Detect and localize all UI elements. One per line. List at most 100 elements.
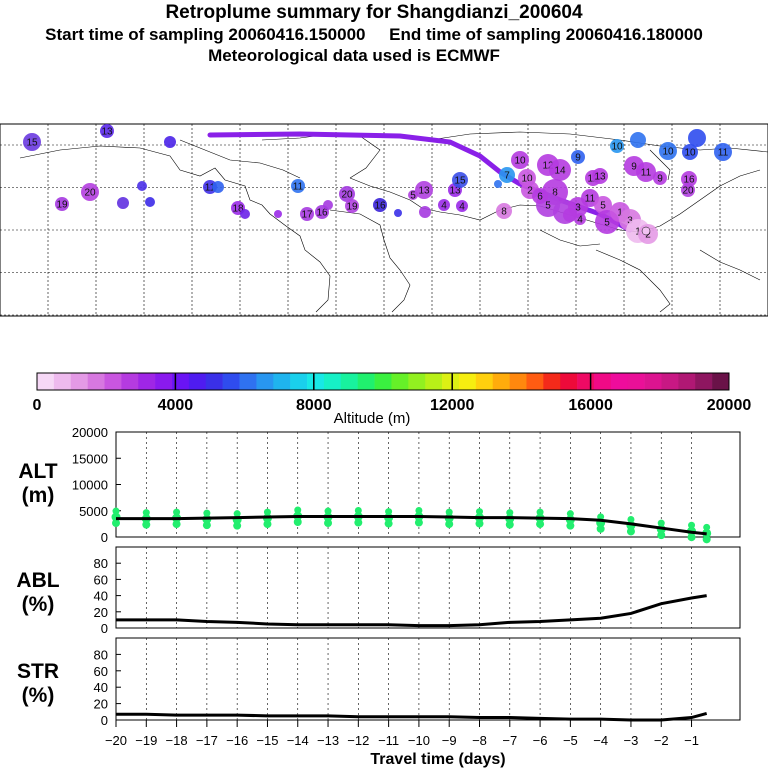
cluster-label: 20 bbox=[84, 188, 96, 199]
cluster-label: 2 bbox=[645, 230, 651, 241]
particle-cluster bbox=[630, 132, 646, 148]
colorbar-cell bbox=[442, 373, 460, 390]
particle-cluster bbox=[714, 143, 732, 161]
colorbar-cell bbox=[104, 373, 122, 390]
particle-cluster bbox=[291, 179, 305, 193]
colorbar-cell bbox=[155, 373, 173, 390]
cluster-label: 3 bbox=[627, 216, 633, 227]
panel-frame bbox=[115, 546, 741, 629]
colorbar-cell bbox=[121, 373, 139, 390]
y-axis-label: STR bbox=[17, 660, 59, 683]
particle-cluster bbox=[81, 183, 99, 201]
colorbar-cell bbox=[222, 373, 240, 390]
cluster-label: 17 bbox=[301, 210, 313, 221]
particle-altitude-point bbox=[202, 521, 211, 530]
particle-cluster bbox=[117, 197, 129, 209]
particle-cluster bbox=[549, 159, 571, 181]
mean-line-abl bbox=[116, 594, 707, 628]
colorbar-cell bbox=[70, 373, 88, 390]
travel-time-axis: −20 −19 −18 −17 −16 −15 −14 −13 −12 −11 −10 −9 −8 −7 −… bbox=[105, 720, 699, 768]
particle-altitude-point bbox=[627, 515, 635, 523]
particle-altitude-point bbox=[233, 510, 241, 518]
cluster-label: 15 bbox=[454, 176, 466, 187]
altitude-colorbar: 0 4000 8000 12000 16000 20000 Altitude (m) bbox=[33, 372, 751, 427]
colorbar-cell bbox=[290, 373, 308, 390]
particle-cluster bbox=[494, 180, 502, 188]
colorbar-cell bbox=[87, 373, 105, 390]
x-tick-label: −11 bbox=[378, 733, 399, 748]
particle-cluster bbox=[339, 186, 355, 202]
time-series-panels: 05000100001500020000ALT(m)020406080ABL(%… bbox=[16, 425, 741, 728]
cluster-label: 15 bbox=[26, 138, 38, 149]
particle-cluster bbox=[345, 199, 359, 213]
particle-altitude-point bbox=[445, 508, 453, 516]
colorbar-cell bbox=[205, 373, 223, 390]
particle-cluster bbox=[681, 183, 695, 197]
sampling-end: End time of sampling 20060416.180000 bbox=[389, 25, 703, 44]
particle-altitude-point bbox=[506, 509, 514, 517]
x-tick-label: −13 bbox=[317, 733, 339, 748]
x-tick-label: −15 bbox=[256, 733, 278, 748]
colorbar-cell bbox=[475, 373, 494, 390]
particle-altitude-point bbox=[688, 521, 696, 529]
cluster-label: 4 bbox=[459, 202, 465, 213]
y-axis-label: ABL bbox=[16, 569, 59, 592]
particle-cluster bbox=[164, 136, 176, 148]
y-tick-label: 0 bbox=[101, 621, 108, 636]
particle-cluster bbox=[659, 142, 677, 160]
particle-altitude-point bbox=[536, 508, 544, 516]
cluster-label: 12 bbox=[542, 161, 554, 172]
particle-altitude-point bbox=[475, 519, 484, 528]
x-tick-label: −4 bbox=[593, 733, 608, 748]
colorbar-cell bbox=[577, 373, 595, 390]
cluster-label: 1 bbox=[617, 208, 623, 219]
x-tick-label: −12 bbox=[347, 733, 369, 748]
panel-frame bbox=[115, 637, 741, 721]
particle-altitude-point bbox=[112, 519, 120, 528]
cluster-label: 14 bbox=[554, 166, 566, 177]
particle-cluster bbox=[323, 200, 333, 210]
colorbar-cell bbox=[391, 373, 409, 390]
cluster-label: 11 bbox=[205, 183, 216, 194]
particle-altitude-point bbox=[203, 509, 211, 517]
particle-altitude-point bbox=[354, 507, 362, 515]
y-tick-label: 60 bbox=[94, 572, 108, 587]
y-axis-label: (m) bbox=[22, 484, 55, 507]
cluster-label: 5 bbox=[410, 191, 416, 202]
particle-altitude-point bbox=[702, 535, 711, 544]
particle-cluster bbox=[571, 150, 585, 164]
cluster-label: 16 bbox=[374, 201, 386, 212]
particle-altitude-point bbox=[445, 520, 454, 529]
cluster-label: 11 bbox=[585, 194, 596, 205]
x-tick-label: −17 bbox=[196, 733, 218, 748]
particle-altitude-point bbox=[385, 508, 393, 516]
cluster-label: 13 bbox=[594, 172, 606, 183]
colorbar-cell bbox=[323, 373, 342, 390]
particle-altitude-point bbox=[294, 506, 302, 514]
colorbar-cell bbox=[695, 373, 713, 390]
colorbar-tick-label: 16000 bbox=[568, 397, 613, 414]
colorbar-ticks: 0 4000 8000 12000 16000 20000 bbox=[33, 373, 751, 414]
particle-cluster bbox=[532, 188, 548, 204]
cluster-label: 4 bbox=[441, 201, 447, 212]
particle-altitude-point bbox=[536, 520, 545, 529]
particle-altitude-point bbox=[626, 527, 635, 536]
particle-cluster bbox=[594, 196, 612, 214]
met-data-label: Meteorological data used is ECMWF bbox=[208, 46, 500, 65]
cluster-label: 11 bbox=[641, 168, 652, 179]
y-tick-label: 40 bbox=[94, 680, 108, 695]
x-tick-label: −1 bbox=[684, 733, 699, 748]
particle-cluster bbox=[394, 209, 402, 217]
particle-altitude-point bbox=[233, 521, 242, 530]
colorbar-cell bbox=[307, 373, 325, 390]
mean-line-str bbox=[116, 711, 708, 722]
colorbar-cell bbox=[526, 373, 544, 390]
particle-cluster bbox=[137, 181, 147, 191]
colorbar-cell bbox=[239, 373, 257, 390]
particle-cluster bbox=[681, 171, 697, 187]
colorbar-frame bbox=[36, 372, 730, 391]
particle-altitude-point bbox=[263, 520, 272, 529]
particle-altitude-point bbox=[172, 520, 181, 529]
